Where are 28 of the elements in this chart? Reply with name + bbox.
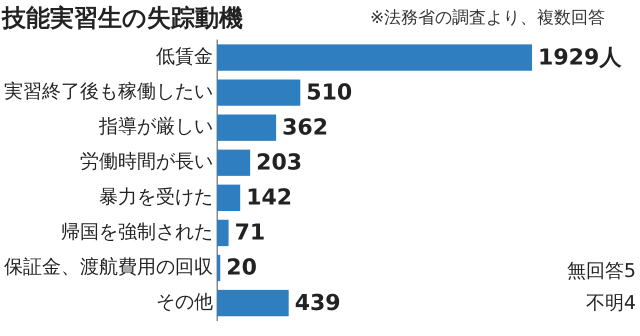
y-tick-label: 労働時間が長い bbox=[80, 150, 213, 173]
y-tick-label: 保証金、渡航費用の回収 bbox=[4, 256, 213, 278]
bar bbox=[217, 79, 300, 106]
data-label: 203 bbox=[256, 150, 302, 176]
data-label: 142 bbox=[246, 186, 292, 211]
data-label: 439 bbox=[294, 290, 341, 316]
y-tick-label: 帰国を強制された bbox=[61, 220, 213, 243]
bar bbox=[217, 290, 289, 316]
text: 不明4 bbox=[586, 291, 636, 316]
y-tick-label: 暴力を受けた bbox=[99, 186, 213, 208]
y-tick-label: 指導が厳しい bbox=[98, 116, 213, 138]
bar bbox=[217, 184, 240, 211]
data-label: 71 bbox=[234, 220, 266, 246]
data-label: 510 bbox=[306, 80, 352, 106]
y-tick-label: 低賃金 bbox=[156, 45, 213, 68]
data-label: 1929人 bbox=[538, 45, 622, 70]
y-tick-label: 実習終了後も稼働したい bbox=[4, 80, 213, 103]
bar bbox=[217, 220, 229, 246]
bar bbox=[217, 254, 220, 282]
bar bbox=[217, 114, 276, 141]
bar bbox=[217, 150, 250, 176]
bar bbox=[217, 44, 532, 71]
chart-subtitle: ※法務省の調査より、複数回答 bbox=[370, 7, 606, 29]
data-label: 20 bbox=[226, 256, 257, 281]
text: 無回答5 bbox=[566, 259, 636, 284]
chart-title: 技能実習生の失踪動機 bbox=[2, 3, 243, 34]
data-label: 362 bbox=[282, 115, 328, 140]
y-tick-label: その他 bbox=[156, 291, 213, 313]
